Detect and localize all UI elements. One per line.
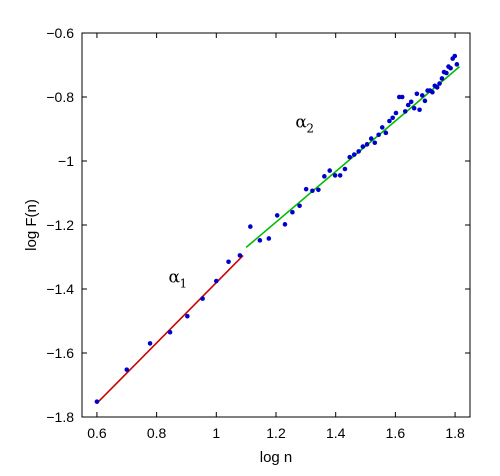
data-point	[393, 110, 399, 116]
x-tick-label: 1.4	[326, 425, 346, 441]
data-point	[282, 222, 288, 227]
data-point	[383, 130, 389, 136]
y-axis-label: log F(n)	[23, 199, 40, 251]
data-point	[419, 93, 425, 98]
data-point	[266, 236, 272, 241]
data-point	[310, 188, 315, 194]
data-point	[342, 166, 348, 172]
data-point	[372, 140, 378, 146]
axis-ticks: 0.6 0.8 1 1.2 1.4 1.6 1.8 −1.8 −1.6 −1.4 −1.2 −1 −0.…	[46, 25, 470, 441]
data-point	[414, 91, 420, 97]
data-point	[200, 296, 205, 301]
data-point	[332, 173, 338, 178]
data-point	[185, 313, 190, 319]
x-tick-label: 1.6	[386, 425, 406, 441]
data-point	[364, 142, 370, 147]
data-point	[422, 98, 428, 104]
fit-line-alpha1	[96, 254, 244, 404]
data-point	[322, 174, 327, 179]
fit-line-alpha2	[245, 65, 461, 249]
data-point	[379, 125, 385, 130]
y-tick-label: −0.6	[46, 25, 74, 41]
data-point	[360, 144, 366, 149]
data-point	[368, 136, 374, 141]
data-point	[405, 102, 411, 108]
y-tick-label: −1	[58, 153, 74, 169]
data-point	[408, 99, 414, 105]
data-point	[417, 107, 422, 113]
data-point	[402, 109, 408, 114]
x-axis-label: log n	[260, 449, 293, 466]
annotation-symbol: α	[295, 112, 307, 132]
data-point	[316, 187, 321, 193]
data-point	[439, 76, 445, 81]
data-point	[237, 253, 243, 258]
data-point	[303, 186, 309, 192]
annotation-subscript: 2	[306, 121, 314, 135]
data-point	[347, 154, 353, 160]
data-point	[327, 168, 333, 173]
data-point	[351, 152, 357, 157]
data-point	[147, 341, 153, 346]
data-point	[390, 115, 395, 121]
y-tick-label: −1.6	[46, 345, 74, 361]
data-point	[376, 132, 381, 138]
y-tick-label: −1.4	[46, 281, 74, 297]
data-point	[274, 213, 280, 218]
x-tick-label: 1.8	[445, 425, 465, 441]
data-point	[297, 203, 302, 209]
x-tick-label: 0.8	[147, 425, 167, 441]
x-tick-label: 1	[212, 425, 220, 441]
data-point	[214, 278, 219, 284]
annotation-subscript: 1	[180, 277, 188, 291]
y-tick-label: −1.8	[46, 409, 74, 425]
x-tick-label: 0.6	[87, 425, 107, 441]
data-point	[430, 89, 435, 95]
data-point	[399, 94, 405, 100]
data-point	[452, 53, 458, 59]
data-point	[257, 238, 263, 243]
data-point	[437, 81, 442, 86]
data-point	[356, 149, 361, 154]
data-point	[411, 105, 417, 111]
y-tick-label: −0.8	[46, 89, 74, 105]
annotation-symbol: α	[169, 268, 181, 288]
data-point	[387, 118, 392, 124]
data-point	[448, 65, 453, 71]
data-point	[124, 367, 130, 372]
data-point	[337, 173, 343, 178]
annotations: α 1α 2	[169, 112, 314, 290]
data-point	[167, 329, 173, 335]
data-point	[226, 259, 231, 265]
data-point	[290, 209, 295, 215]
data-point	[94, 399, 100, 404]
data-points	[94, 53, 460, 404]
data-point	[434, 85, 440, 90]
fit-lines	[96, 65, 461, 404]
x-tick-label: 1.2	[266, 425, 286, 441]
data-point	[444, 70, 449, 76]
data-point	[454, 62, 460, 67]
data-point	[248, 224, 253, 229]
y-tick-label: −1.2	[46, 217, 74, 233]
